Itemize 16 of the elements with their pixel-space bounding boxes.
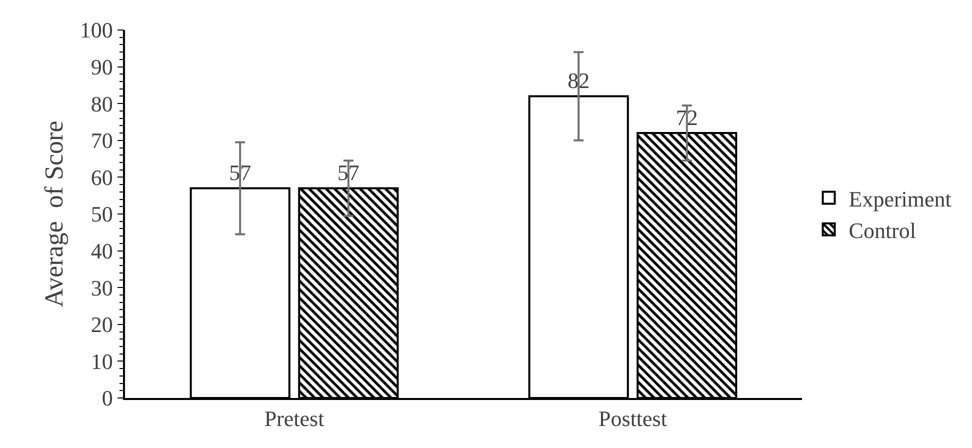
y-tick-label: 60 bbox=[90, 164, 113, 190]
y-tick-label: 90 bbox=[90, 54, 113, 80]
y-tick-label: 40 bbox=[90, 238, 113, 264]
y-axis-title: Average of Score bbox=[40, 120, 68, 308]
x-tick-label: Pretest bbox=[264, 406, 324, 432]
legend-label: Experiment bbox=[848, 186, 952, 212]
y-tick-label: 50 bbox=[90, 202, 113, 227]
y-tick-label: 30 bbox=[90, 275, 113, 300]
text: Control bbox=[848, 218, 916, 243]
y-tick-label: 0 bbox=[102, 386, 113, 411]
y-tick-label: 20 bbox=[90, 312, 113, 338]
y-tick-label: 10 bbox=[90, 348, 113, 374]
y-tick-label: 100 bbox=[80, 18, 113, 43]
x-tick-label: Posttest bbox=[598, 406, 667, 432]
y-tick-label: 70 bbox=[90, 128, 113, 154]
y-tick-label: 80 bbox=[90, 91, 113, 116]
